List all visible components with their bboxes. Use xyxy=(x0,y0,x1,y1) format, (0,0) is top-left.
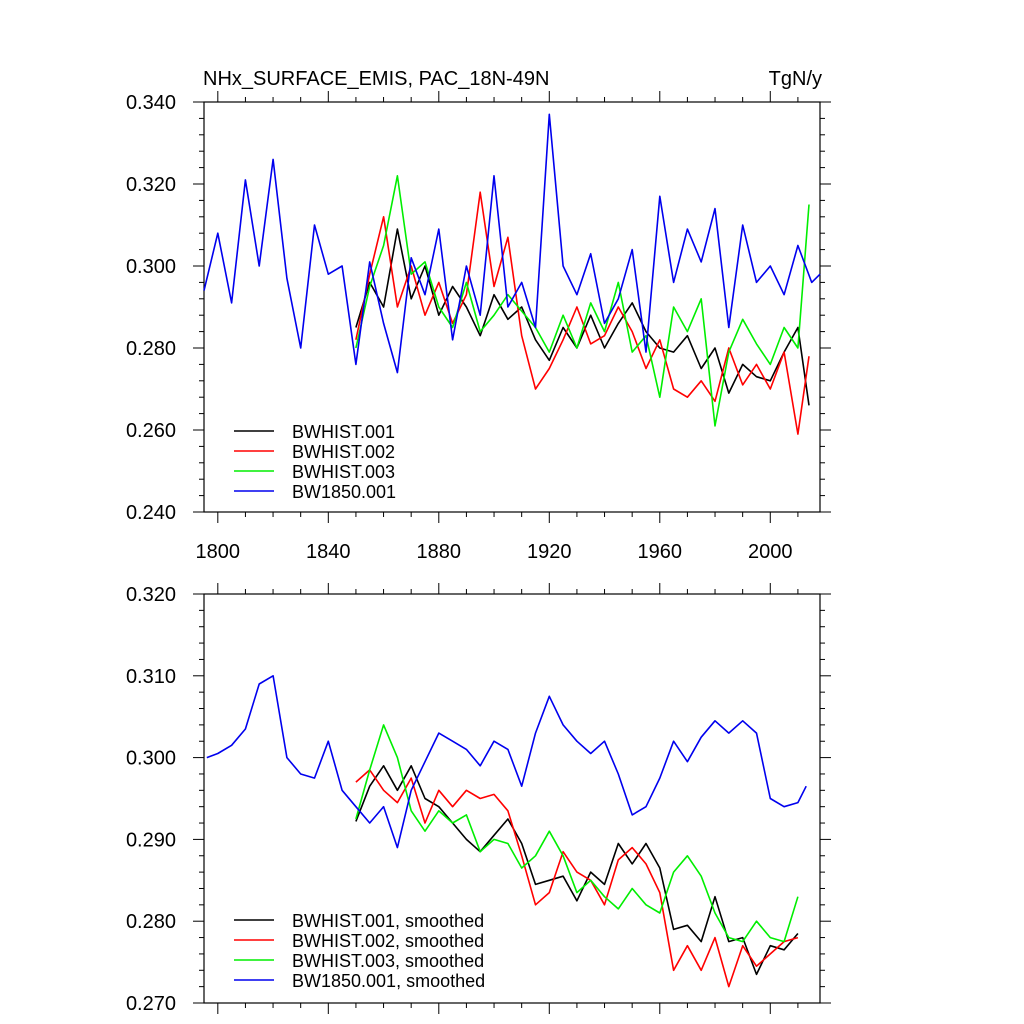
top-legend-label-2: BWHIST.002 xyxy=(292,442,395,462)
top-xtick-label-1840: 1840 xyxy=(306,541,351,563)
top-xtick-label-1920: 1920 xyxy=(527,541,572,563)
top-xtick-label-1960: 1960 xyxy=(638,541,683,563)
bottom-ytick-label-0: 0.270 xyxy=(126,993,176,1015)
top-xtick-label-1800: 1800 xyxy=(196,541,241,563)
units-label: TgN/y xyxy=(769,68,822,90)
top-ytick-label-1: 0.260 xyxy=(126,420,176,442)
top-series-4 xyxy=(203,113,821,374)
plot-title: NHx_SURFACE_EMIS, PAC_18N-49N xyxy=(203,68,549,90)
bottom-legend-label-2: BWHIST.002, smoothed xyxy=(292,931,484,951)
top-legend-label-1: BWHIST.001 xyxy=(292,422,395,442)
top-series-1 xyxy=(355,228,810,406)
top-frame xyxy=(203,101,821,513)
top-legend-label-4: BW1850.001 xyxy=(292,482,396,502)
bottom-series-3 xyxy=(355,724,799,943)
bottom-legend-label-4: BW1850.001, smoothed xyxy=(292,971,485,991)
bottom-ytick-label-5: 0.320 xyxy=(126,584,176,606)
top-series-2 xyxy=(355,191,810,435)
bottom-series-1 xyxy=(355,764,799,976)
top-xtick-label-1880: 1880 xyxy=(417,541,462,563)
top-ytick-label-2: 0.280 xyxy=(126,338,176,360)
bottom-frame xyxy=(203,593,821,1004)
bottom-panel: 0.270 0.280 0.290 0.300 0.310 0.320 BWHIST.001… xyxy=(126,583,831,1015)
bottom-ytick-label-4: 0.310 xyxy=(126,666,176,688)
top-ytick-label-3: 0.300 xyxy=(126,256,176,278)
bottom-series-2 xyxy=(355,769,799,988)
top-panel: 1800 1840 1880 1920 1960 2000 0.240 0.260 0.280 0… xyxy=(126,91,831,563)
top-legend-label-3: BWHIST.003 xyxy=(292,462,395,482)
bottom-ytick-label-1: 0.280 xyxy=(126,911,176,933)
top-xtick-label-2000: 2000 xyxy=(748,541,793,563)
top-ytick-label-4: 0.320 xyxy=(126,174,176,196)
top-ytick-label-0: 0.240 xyxy=(126,502,176,524)
bottom-series-4 xyxy=(206,674,807,849)
bottom-legend-label-3: BWHIST.003, smoothed xyxy=(292,951,484,971)
bottom-ytick-label-2: 0.290 xyxy=(126,829,176,851)
bottom-legend-label-1: BWHIST.001, smoothed xyxy=(292,911,484,931)
bottom-ytick-label-3: 0.300 xyxy=(126,748,176,770)
top-series-3 xyxy=(355,175,810,427)
top-ytick-label-5: 0.340 xyxy=(126,92,176,114)
